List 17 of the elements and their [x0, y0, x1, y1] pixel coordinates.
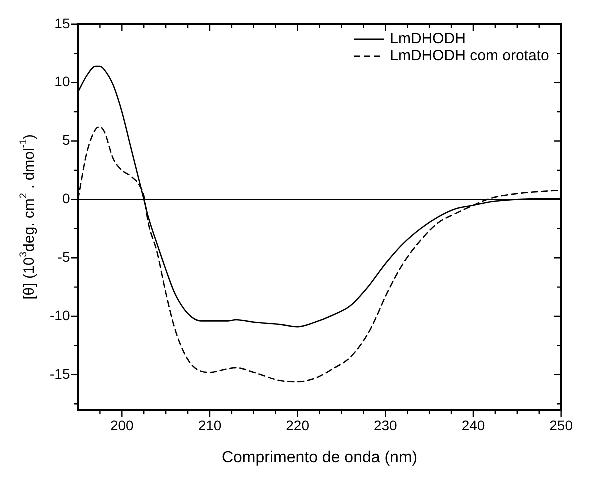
y-tick-label: 10: [54, 74, 70, 90]
y-tick-label: 5: [62, 132, 70, 148]
y-tick-label: 0: [62, 190, 70, 207]
x-tick-label: 220: [286, 417, 310, 434]
y-tick-label: -10: [50, 307, 70, 324]
x-tick-label: 200: [110, 417, 134, 434]
x-tick-label: 240: [462, 417, 486, 434]
x-tick-label: 210: [198, 417, 222, 434]
legend-label: LmDHODH: [390, 30, 466, 48]
x-tick-label: 230: [374, 417, 398, 434]
legend-label: LmDHODH com orotato: [390, 48, 550, 65]
y-axis-title: [θ] (103deg. cm2 . dmol-1): [18, 134, 38, 300]
y-tick-label: -5: [58, 248, 70, 265]
y-tick-label: -15: [50, 366, 70, 382]
x-axis-title: Comprimento de onda (nm): [222, 449, 418, 466]
y-tick-label: 15: [54, 15, 70, 32]
x-tick-label: 250: [550, 417, 574, 434]
